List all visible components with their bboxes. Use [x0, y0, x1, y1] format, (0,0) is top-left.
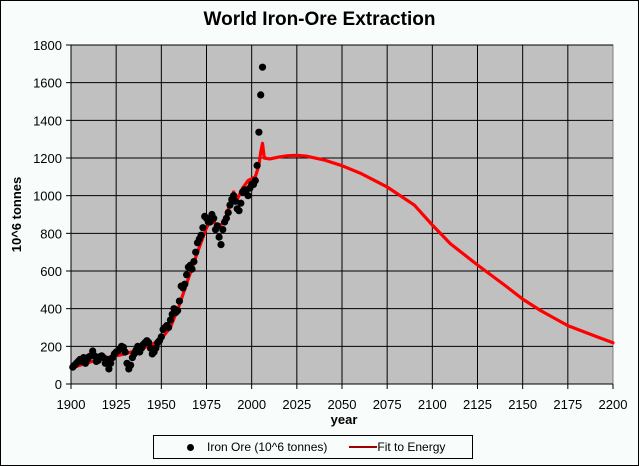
iron-ore-point: [157, 333, 165, 341]
y-axis-label: 10^6 tonnes: [9, 177, 24, 253]
axes: 0 200 400 600 800 1000 1200 1400 1600 1800 1900 192…: [33, 38, 627, 412]
iron-ore-point: [192, 248, 200, 256]
iron-ore-point: [231, 197, 239, 205]
x-tick-label: 2150: [508, 397, 537, 412]
iron-ore-point: [190, 258, 198, 266]
line-marker-icon: [349, 446, 378, 448]
x-tick-label: 2075: [373, 397, 402, 412]
x-tick-label: 2000: [237, 397, 266, 412]
x-tick-label: 2050: [328, 397, 357, 412]
iron-ore-point: [165, 323, 173, 332]
x-tick-label: 2200: [599, 397, 628, 412]
iron-ore-point: [183, 271, 191, 279]
iron-ore-point: [224, 209, 232, 217]
legend-item-iron-ore: Iron Ore (10^6 tonnes): [154, 440, 327, 454]
iron-ore-point: [255, 128, 263, 136]
iron-ore-point: [199, 224, 207, 232]
iron-ore-point: [213, 222, 221, 230]
iron-ore-point: [210, 214, 218, 222]
iron-ore-point: [107, 359, 115, 367]
x-tick-label: 1975: [192, 397, 221, 412]
iron-ore-point: [230, 192, 238, 200]
x-tick-label: 2025: [282, 397, 311, 412]
iron-ore-point: [127, 361, 135, 369]
iron-ore-point: [219, 226, 227, 234]
iron-ore-point: [121, 348, 129, 356]
iron-ore-point: [181, 280, 189, 288]
legend-item-fit: Fit to Energy: [327, 440, 445, 454]
y-tick-label: 1800: [33, 38, 62, 53]
y-tick-label: 200: [40, 339, 62, 354]
x-tick-label: 2100: [418, 397, 447, 412]
iron-ore-point: [215, 233, 223, 241]
y-tick-label: 800: [40, 226, 62, 241]
x-tick-label: 1950: [147, 397, 176, 412]
y-tick-label: 1000: [33, 189, 62, 204]
y-tick-label: 0: [55, 377, 62, 392]
x-tick-label: 2125: [463, 397, 492, 412]
legend-label: Iron Ore (10^6 tonnes): [207, 440, 328, 454]
legend: Iron Ore (10^6 tonnes) Fit to Energy: [153, 435, 473, 459]
iron-ore-point: [244, 192, 252, 200]
iron-ore-point: [257, 91, 265, 99]
x-tick-label: 2175: [553, 397, 582, 412]
y-tick-label: 400: [40, 302, 62, 317]
x-tick-label: 1925: [102, 397, 131, 412]
y-tick-label: 1600: [33, 76, 62, 91]
y-tick-label: 1200: [33, 151, 62, 166]
iron-ore-point: [258, 63, 267, 71]
iron-ore-point: [174, 307, 182, 315]
x-axis-label: year: [331, 412, 358, 427]
legend-label: Fit to Energy: [377, 440, 446, 454]
iron-ore-point: [222, 214, 230, 222]
dot-marker-icon: [187, 443, 194, 451]
scatter-layer: [69, 63, 267, 373]
chart-title: World Iron-Ore Extraction: [203, 9, 436, 30]
iron-ore-point: [105, 365, 113, 373]
y-tick-label: 1400: [33, 113, 62, 128]
iron-ore-point: [152, 344, 160, 352]
iron-ore-point: [235, 207, 243, 215]
iron-ore-point: [175, 297, 183, 305]
iron-ore-point: [166, 316, 174, 324]
iron-ore-point: [188, 265, 196, 273]
iron-ore-point: [237, 199, 245, 207]
iron-ore-point: [226, 201, 234, 209]
iron-ore-point: [251, 177, 259, 185]
iron-ore-point: [145, 339, 153, 347]
y-tick-label: 600: [40, 264, 62, 279]
iron-ore-point: [217, 241, 225, 249]
iron-ore-point: [253, 161, 261, 170]
x-tick-label: 1900: [57, 397, 86, 412]
iron-ore-point: [197, 231, 205, 239]
